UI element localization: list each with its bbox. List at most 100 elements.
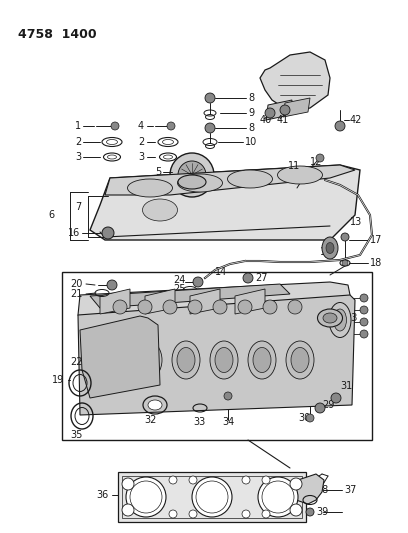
Text: 3: 3 [75, 152, 81, 162]
Text: 15: 15 [320, 247, 333, 257]
Ellipse shape [107, 155, 117, 159]
Ellipse shape [277, 166, 322, 184]
Circle shape [243, 273, 253, 283]
Text: 39: 39 [316, 507, 328, 517]
Circle shape [188, 300, 202, 314]
Text: 20: 20 [70, 279, 82, 289]
Text: 6: 6 [48, 210, 54, 220]
Polygon shape [266, 100, 292, 120]
Text: 35: 35 [70, 430, 82, 440]
Circle shape [288, 300, 302, 314]
Circle shape [126, 477, 166, 517]
Polygon shape [100, 289, 130, 314]
Circle shape [122, 478, 134, 490]
Text: 18: 18 [370, 258, 382, 268]
Ellipse shape [253, 348, 271, 373]
Ellipse shape [329, 303, 351, 337]
Ellipse shape [177, 174, 222, 192]
Circle shape [163, 300, 177, 314]
Text: 25: 25 [173, 284, 186, 294]
Circle shape [205, 123, 215, 133]
Circle shape [315, 403, 325, 413]
Text: 17: 17 [370, 235, 382, 245]
Text: 4: 4 [138, 121, 144, 131]
Circle shape [205, 93, 215, 103]
Circle shape [122, 504, 134, 516]
Ellipse shape [286, 341, 314, 379]
Text: 40: 40 [260, 115, 272, 125]
Circle shape [316, 154, 324, 162]
Polygon shape [105, 165, 355, 195]
Circle shape [360, 318, 368, 326]
Circle shape [306, 414, 314, 422]
Text: 19: 19 [52, 375, 64, 385]
Ellipse shape [291, 348, 309, 373]
Bar [62, 272, 372, 440]
Circle shape [224, 392, 232, 400]
Ellipse shape [162, 140, 173, 144]
Text: 5: 5 [155, 167, 161, 177]
Text: 11: 11 [288, 161, 300, 171]
Ellipse shape [228, 170, 273, 188]
Circle shape [238, 300, 252, 314]
Polygon shape [78, 295, 355, 415]
Text: 42: 42 [350, 115, 362, 125]
Text: 32: 32 [144, 415, 156, 425]
Circle shape [178, 161, 206, 189]
Ellipse shape [333, 309, 346, 331]
Polygon shape [260, 52, 330, 112]
Text: 41: 41 [277, 115, 289, 125]
Circle shape [306, 508, 314, 516]
Circle shape [263, 300, 277, 314]
Text: 4758  1400: 4758 1400 [18, 28, 97, 41]
Circle shape [189, 476, 197, 484]
Text: 30: 30 [298, 413, 310, 423]
Ellipse shape [210, 341, 238, 379]
Circle shape [102, 227, 114, 239]
Text: 9: 9 [248, 108, 254, 118]
Polygon shape [283, 98, 310, 117]
Circle shape [192, 477, 232, 517]
Ellipse shape [127, 179, 173, 197]
Circle shape [189, 510, 197, 518]
Text: 27: 27 [255, 273, 268, 283]
Ellipse shape [139, 348, 157, 373]
Circle shape [169, 510, 177, 518]
Text: 3: 3 [138, 152, 144, 162]
Circle shape [262, 476, 270, 484]
Polygon shape [290, 474, 324, 504]
Text: 33: 33 [193, 417, 205, 427]
Circle shape [290, 478, 302, 490]
Polygon shape [80, 316, 160, 398]
Polygon shape [190, 289, 220, 314]
Text: 22: 22 [70, 357, 82, 367]
Polygon shape [78, 282, 350, 330]
Circle shape [262, 510, 270, 518]
Ellipse shape [101, 348, 119, 373]
Text: 36: 36 [96, 490, 108, 500]
Circle shape [265, 108, 275, 118]
Text: 26: 26 [166, 291, 178, 301]
Text: 2: 2 [75, 137, 81, 147]
Text: 14: 14 [215, 267, 227, 277]
Ellipse shape [178, 175, 206, 189]
Ellipse shape [323, 313, 337, 323]
Circle shape [170, 153, 214, 197]
Ellipse shape [326, 243, 334, 254]
Ellipse shape [172, 341, 200, 379]
Ellipse shape [96, 341, 124, 379]
Ellipse shape [148, 400, 162, 410]
Ellipse shape [164, 155, 173, 159]
Polygon shape [90, 165, 360, 240]
Circle shape [107, 280, 117, 290]
Bar [122, 476, 302, 518]
Circle shape [360, 294, 368, 302]
Bar [118, 472, 306, 522]
Text: 8: 8 [248, 123, 254, 133]
Circle shape [342, 260, 348, 266]
Text: 31: 31 [340, 381, 352, 391]
Text: 12: 12 [310, 157, 322, 167]
Text: 13: 13 [350, 217, 362, 227]
Ellipse shape [322, 237, 338, 259]
Circle shape [113, 300, 127, 314]
